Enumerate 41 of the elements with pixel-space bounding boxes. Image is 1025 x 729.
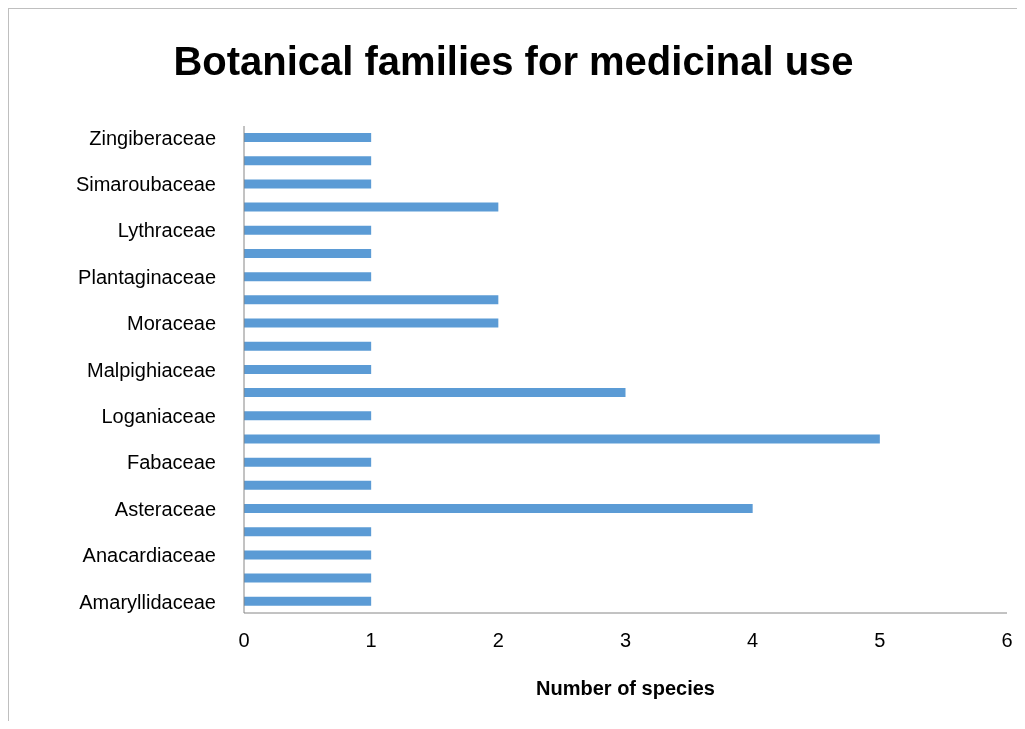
x-tick-label: 6 xyxy=(1001,629,1013,652)
bar xyxy=(244,364,372,374)
bar xyxy=(244,596,372,606)
bar xyxy=(244,457,372,467)
bar xyxy=(244,504,753,514)
x-tick-label: 3 xyxy=(619,629,632,652)
chart-title: Botanical families for medicinal use xyxy=(172,39,855,84)
y-tick-label: Loganiaceae xyxy=(101,404,216,427)
bar xyxy=(244,133,372,142)
y-tick-label: Moraceae xyxy=(127,312,216,335)
y-tick-label: Plantaginaceae xyxy=(78,265,216,288)
bar xyxy=(244,411,372,421)
bar xyxy=(244,295,499,305)
y-tick-label: Zingiberaceae xyxy=(89,126,216,149)
bar xyxy=(244,388,626,398)
bar xyxy=(244,573,372,583)
y-tick-label: Malpighiaceae xyxy=(87,358,216,381)
bar xyxy=(244,318,499,328)
y-tick-label: Anacardiaceae xyxy=(82,544,216,567)
x-axis-title: Number of species xyxy=(535,677,716,700)
bar xyxy=(244,272,372,282)
x-tick-label: 1 xyxy=(365,629,377,652)
bar xyxy=(244,550,372,560)
bar xyxy=(244,225,372,235)
y-tick-label: Asteraceae xyxy=(114,497,216,520)
y-tick-label: Amaryllidaceae xyxy=(79,590,216,613)
bar xyxy=(244,248,372,258)
bar xyxy=(244,341,372,351)
bar xyxy=(244,434,880,444)
x-tick-label: 4 xyxy=(747,629,759,652)
y-tick-label: Fabaceae xyxy=(127,451,216,474)
x-tick-label: 0 xyxy=(238,629,250,652)
y-tick-label: Lythraceae xyxy=(117,219,216,242)
bar xyxy=(244,202,499,212)
bar xyxy=(244,480,372,490)
x-tick-label: 2 xyxy=(492,629,504,652)
y-tick-label: Simaroubaceae xyxy=(75,173,216,196)
bar xyxy=(244,179,372,189)
bar xyxy=(244,527,372,537)
x-tick-label: 5 xyxy=(874,629,886,652)
bar xyxy=(244,156,372,166)
